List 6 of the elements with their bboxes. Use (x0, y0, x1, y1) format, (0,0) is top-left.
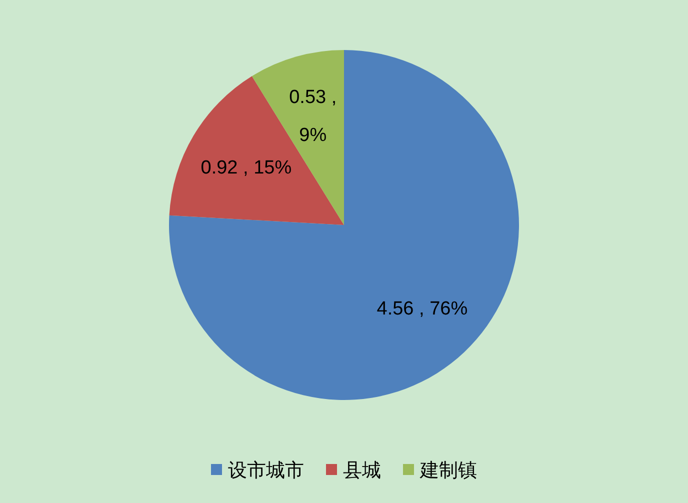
data-label: 0.53 , 9% (289, 87, 337, 146)
legend-label: 建制镇 (419, 460, 477, 482)
legend-label: 县城 (343, 460, 381, 482)
data-label: 0.92 , 15% (200, 158, 292, 179)
data-label: 4.56 , 76% (376, 298, 468, 320)
legend-label: 设市城市 (228, 460, 304, 482)
